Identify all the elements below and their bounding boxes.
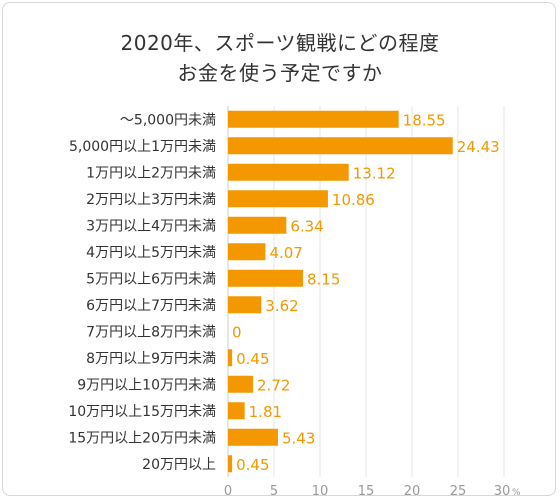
x-tick-label: 30 bbox=[494, 484, 511, 499]
value-label: 10.86 bbox=[332, 191, 375, 209]
category-label: 7万円以上8万円未満 bbox=[86, 324, 216, 340]
bar bbox=[228, 190, 328, 208]
value-label: 13.12 bbox=[353, 164, 396, 182]
value-label: 6.34 bbox=[290, 217, 323, 235]
category-label: 9万円以上10万円未満 bbox=[77, 377, 216, 393]
bar bbox=[228, 243, 266, 261]
bar bbox=[228, 402, 245, 420]
value-label: 0.45 bbox=[236, 456, 269, 474]
bar bbox=[228, 163, 349, 181]
value-label: 1.81 bbox=[249, 403, 282, 421]
category-label: ～5,000円未満 bbox=[120, 112, 216, 128]
bar bbox=[228, 428, 278, 446]
x-unit-label: % bbox=[512, 488, 521, 498]
x-tick-label: 25 bbox=[450, 484, 467, 499]
category-label: 4万円以上5万円未満 bbox=[86, 245, 216, 261]
x-tick-label: 5 bbox=[270, 484, 278, 499]
x-tick-label: 20 bbox=[404, 484, 421, 499]
bar bbox=[228, 137, 453, 155]
bar bbox=[228, 349, 233, 367]
bar bbox=[228, 216, 287, 234]
category-label: 6万円以上7万円未満 bbox=[86, 298, 216, 314]
category-label: 1万円以上2万円未満 bbox=[86, 165, 216, 181]
chart-frame bbox=[2, 2, 556, 496]
bar bbox=[228, 296, 262, 314]
value-label: 5.43 bbox=[282, 429, 315, 447]
value-label: 0 bbox=[232, 323, 242, 341]
category-label: 3万円以上4万円未満 bbox=[86, 218, 216, 234]
category-label: 5万円以上6万円未満 bbox=[86, 271, 216, 287]
value-label: 3.62 bbox=[265, 297, 298, 315]
category-label: 15万円以上20万円未満 bbox=[68, 430, 216, 446]
value-label: 2.72 bbox=[257, 376, 290, 394]
value-label: 24.43 bbox=[457, 138, 500, 156]
category-label: 20万円以上 bbox=[142, 457, 216, 473]
bar bbox=[228, 269, 303, 287]
category-label: 2万円以上3万円未満 bbox=[86, 192, 216, 208]
chart-title-line1: 2020年、スポーツ観戦にどの程度 bbox=[120, 31, 440, 55]
category-label: 10万円以上15万円未満 bbox=[68, 404, 216, 420]
x-tick-label: 0 bbox=[224, 484, 232, 499]
value-label: 18.55 bbox=[403, 111, 446, 129]
value-label: 8.15 bbox=[307, 270, 340, 288]
bar bbox=[228, 375, 254, 393]
chart-title-line2: お金を使う予定ですか bbox=[177, 61, 383, 85]
x-tick-label: 15 bbox=[358, 484, 375, 499]
x-tick-label: 10 bbox=[312, 484, 329, 499]
value-label: 4.07 bbox=[269, 244, 302, 262]
bar bbox=[228, 455, 233, 473]
bar bbox=[228, 110, 399, 128]
category-label: 8万円以上9万円未満 bbox=[86, 351, 216, 367]
value-label: 0.45 bbox=[236, 350, 269, 368]
category-label: 5,000円以上1万円未満 bbox=[69, 139, 216, 155]
